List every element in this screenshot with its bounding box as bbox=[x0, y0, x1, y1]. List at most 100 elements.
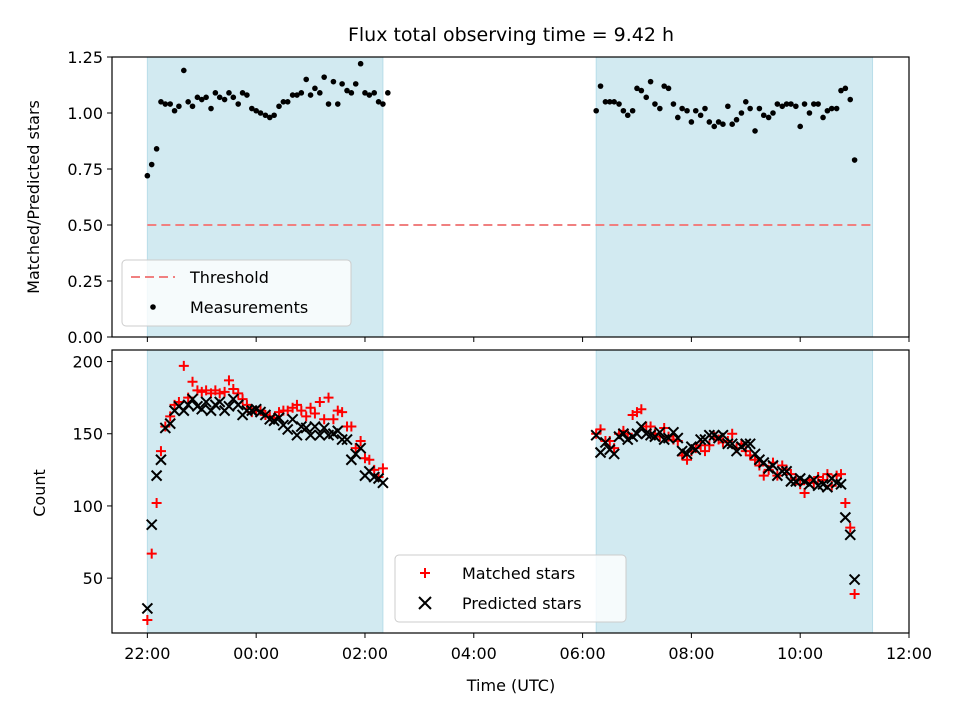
measurement-point bbox=[706, 119, 713, 125]
bottom-legend-frame bbox=[394, 554, 627, 623]
measurement-point bbox=[380, 101, 386, 107]
predicted-star-point bbox=[681, 448, 693, 460]
measurement-point bbox=[657, 105, 663, 112]
measurement-point bbox=[280, 99, 287, 105]
measurement-point bbox=[357, 60, 364, 67]
matched-legend-label: Matched stars bbox=[462, 564, 575, 583]
predicted-star-point bbox=[717, 429, 729, 441]
top-axes-frame bbox=[111, 56, 910, 338]
measurement-point bbox=[670, 101, 677, 107]
matched-star-point bbox=[151, 498, 162, 509]
measurement-point bbox=[230, 94, 237, 101]
bottom-y-tick-label: 100 bbox=[72, 497, 103, 516]
predicted-star-point bbox=[844, 529, 856, 541]
measurement-point bbox=[742, 99, 749, 105]
matched-star-point bbox=[849, 589, 860, 600]
bottom-observing-window-0 bbox=[146, 349, 384, 634]
matched-star-point bbox=[274, 407, 285, 418]
predicted-star-point bbox=[377, 477, 389, 489]
bottom-y-tick-label: 200 bbox=[72, 353, 103, 372]
bottom-y-axis-label: Count bbox=[30, 469, 49, 517]
matched-star-point bbox=[727, 428, 738, 439]
bottom-observing-window-1 bbox=[595, 349, 874, 634]
matched-star-point bbox=[187, 376, 198, 387]
predicted-star-point bbox=[354, 442, 367, 454]
top-y-tick-label: 0.25 bbox=[67, 272, 103, 291]
predicted-legend-label: Predicted stars bbox=[462, 594, 582, 613]
measurement-point bbox=[312, 85, 318, 92]
measurement-point bbox=[733, 116, 740, 123]
measurement-point bbox=[647, 78, 654, 85]
measurement-point bbox=[208, 105, 214, 112]
measurement-point bbox=[203, 94, 209, 101]
matched-star-point bbox=[364, 454, 375, 465]
measurement-point bbox=[212, 90, 219, 96]
measurement-point bbox=[593, 107, 599, 114]
predicted-star-point bbox=[703, 429, 716, 441]
predicted-star-point bbox=[141, 602, 154, 615]
matched-star-point bbox=[291, 399, 302, 410]
predicted-star-point bbox=[726, 438, 738, 450]
matched-star-point bbox=[142, 615, 153, 626]
predicted-star-point bbox=[182, 399, 194, 411]
predicted-star-point bbox=[309, 420, 321, 433]
predicted-star-point bbox=[336, 433, 348, 446]
measurement-point bbox=[684, 107, 690, 114]
matched-star-point bbox=[795, 479, 806, 490]
predicted-star-point bbox=[314, 429, 326, 441]
x-axis-label: Time (UTC) bbox=[466, 676, 555, 695]
measurement-point bbox=[824, 107, 831, 114]
predicted-star-point bbox=[599, 436, 612, 449]
matched-star-point bbox=[845, 522, 856, 533]
measurement-point bbox=[362, 90, 368, 96]
measurement-point bbox=[828, 105, 835, 112]
predicted-star-point bbox=[241, 404, 253, 417]
predicted-star-point bbox=[318, 422, 330, 434]
predicted-star-point bbox=[164, 417, 176, 430]
measurements-legend-swatch bbox=[150, 304, 156, 310]
matched-star-point bbox=[328, 414, 339, 425]
measurement-point bbox=[289, 92, 296, 98]
measurement-point bbox=[189, 103, 196, 110]
measurement-point bbox=[851, 157, 858, 163]
predicted-star-point bbox=[282, 423, 294, 436]
measurement-point bbox=[688, 119, 695, 125]
measurement-point bbox=[339, 81, 345, 87]
measurement-point bbox=[774, 101, 781, 107]
measurement-point bbox=[257, 110, 264, 116]
x-tick-label: 04:00 bbox=[451, 644, 497, 663]
measurement-point bbox=[148, 161, 155, 168]
predicted-star-point bbox=[808, 474, 820, 486]
predicted-star-point bbox=[341, 433, 353, 446]
measurement-point bbox=[629, 107, 636, 114]
matched-star-point bbox=[237, 394, 248, 405]
measurement-point bbox=[624, 112, 631, 119]
bottom-axes-frame bbox=[111, 349, 910, 634]
measurement-point bbox=[729, 121, 735, 127]
predicted-star-point bbox=[848, 573, 861, 586]
measurement-point bbox=[198, 96, 205, 103]
measurement-point bbox=[783, 101, 790, 107]
measurement-point bbox=[294, 92, 300, 98]
measurement-point bbox=[375, 99, 382, 105]
predicted-star-point bbox=[300, 422, 312, 434]
predicted-star-point bbox=[821, 481, 834, 493]
matched-star-point bbox=[595, 424, 606, 435]
matched-star-point bbox=[346, 421, 357, 432]
measurement-point bbox=[385, 90, 391, 96]
measurement-point bbox=[221, 96, 228, 103]
measurement-point bbox=[266, 114, 273, 121]
measurement-point bbox=[770, 110, 776, 116]
measurement-point bbox=[756, 105, 763, 112]
measurement-point bbox=[842, 85, 849, 92]
measurement-point bbox=[597, 83, 604, 89]
matched-star-point bbox=[682, 454, 693, 465]
measurement-point bbox=[171, 107, 178, 114]
measurement-point bbox=[779, 103, 786, 110]
bottom-legend: Matched stars Predicted stars bbox=[394, 554, 627, 623]
measurement-point bbox=[847, 96, 854, 103]
matched-star-point bbox=[214, 388, 225, 399]
measurement-point bbox=[760, 112, 767, 119]
measurement-point bbox=[661, 83, 667, 89]
predicted-star-point bbox=[594, 446, 607, 459]
